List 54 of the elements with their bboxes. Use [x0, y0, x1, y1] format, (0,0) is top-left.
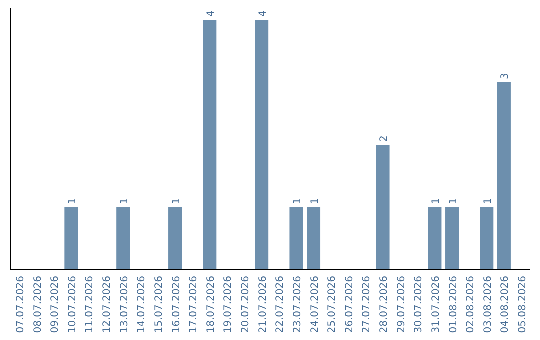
x-tick-label: 16.07.2026	[171, 276, 182, 334]
x-tick-label: 02.08.2026	[466, 276, 477, 334]
x-tick-label: 28.07.2026	[379, 276, 390, 334]
bar	[290, 208, 304, 270]
bar	[446, 208, 460, 270]
x-tick-label: 23.07.2026	[292, 276, 304, 334]
data-label: 4	[206, 10, 217, 17]
x-tick-label: 11.07.2026	[84, 276, 96, 334]
bar	[116, 208, 130, 270]
x-tick-label: 31.07.2026	[430, 276, 442, 334]
x-tick-label: 25.07.2026	[327, 276, 338, 334]
x-tick-label: 18.07.2026	[206, 276, 217, 334]
bar	[428, 208, 442, 270]
x-tick-label: 10.07.2026	[67, 276, 78, 334]
x-tick-label: 22.07.2026	[275, 276, 286, 334]
data-label: 1	[119, 198, 130, 204]
bar	[255, 20, 269, 270]
x-tick-label: 21.07.2026	[258, 276, 269, 334]
x-tick-label: 12.07.2026	[102, 276, 114, 334]
data-label: 1	[67, 198, 78, 204]
x-tick-label: 08.07.2026	[32, 276, 44, 334]
x-tick-label: 14.07.2026	[136, 276, 148, 334]
x-tick-label: 05.08.2026	[518, 276, 529, 334]
bar	[497, 82, 511, 270]
x-tick-label: 07.07.2026	[15, 276, 26, 334]
data-label: 1	[310, 198, 321, 204]
x-tick-label: 15.07.2026	[154, 276, 165, 334]
x-tick-label: 24.07.2026	[310, 276, 321, 334]
x-tick-label: 27.07.2026	[362, 276, 373, 334]
x-tick-label: 20.07.2026	[240, 276, 252, 334]
bar	[64, 208, 78, 270]
x-tick-label: 29.07.2026	[396, 276, 408, 334]
x-tick-label: 04.08.2026	[500, 276, 512, 334]
bar	[376, 145, 390, 270]
data-label: 4	[258, 10, 269, 17]
x-tick-label: 13.07.2026	[119, 276, 130, 334]
data-label: 1	[448, 198, 460, 204]
data-label: 1	[430, 198, 442, 204]
data-label: 1	[482, 198, 494, 204]
bar	[203, 20, 217, 270]
data-label: 1	[171, 198, 182, 204]
x-tick-label: 30.07.2026	[414, 276, 425, 334]
bar	[168, 208, 182, 270]
x-tick-label: 03.08.2026	[482, 276, 494, 334]
x-tick-label: 26.07.2026	[344, 276, 356, 334]
x-tick-label: 09.07.2026	[50, 276, 62, 334]
bar	[480, 208, 494, 270]
bar	[307, 208, 321, 270]
x-tick-label: 17.07.2026	[188, 276, 200, 334]
x-tick-label: 19.07.2026	[223, 276, 234, 334]
data-label: 2	[379, 136, 390, 142]
x-tick-label: 01.08.2026	[448, 276, 460, 334]
data-label: 1	[292, 198, 304, 204]
data-label: 3	[500, 73, 512, 80]
